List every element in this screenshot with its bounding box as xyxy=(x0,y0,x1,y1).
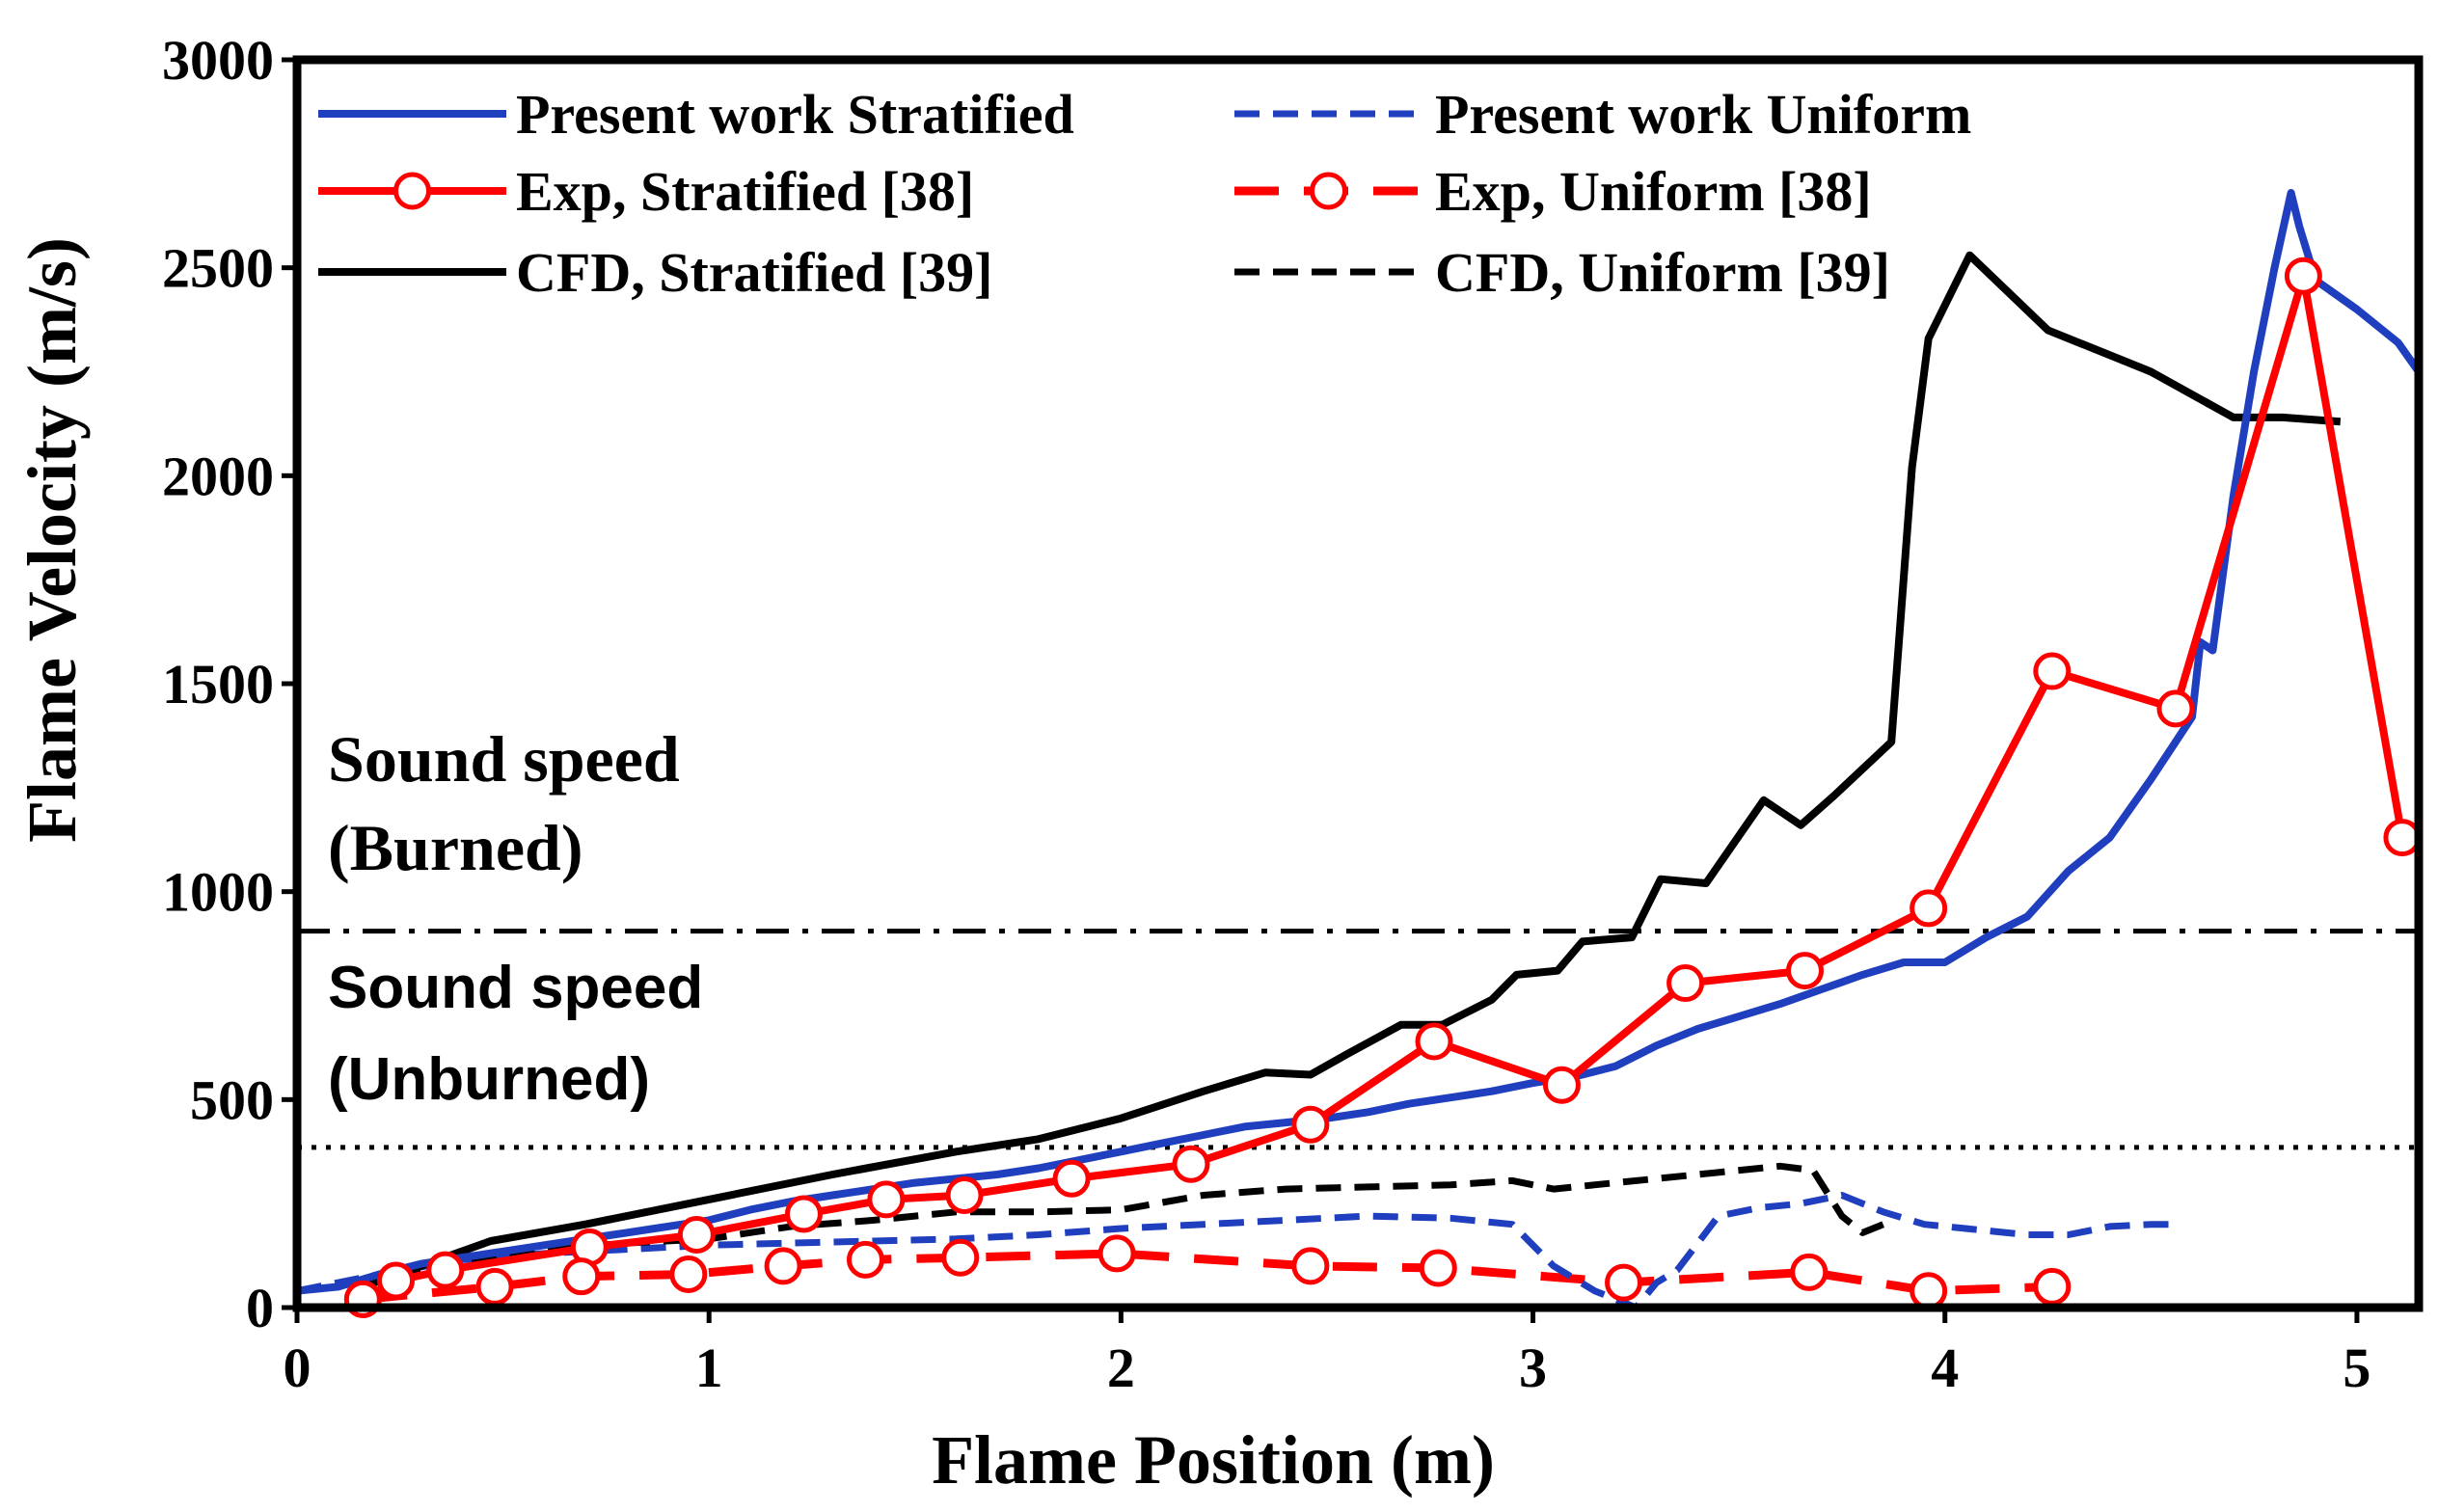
data-point-marker xyxy=(1172,1145,1210,1183)
data-point-marker xyxy=(1291,1247,1330,1285)
x-tick-label: 2 xyxy=(1107,1336,1135,1399)
data-point-marker xyxy=(1910,889,1948,928)
data-point-marker xyxy=(1790,1253,1828,1291)
data-point-marker xyxy=(2033,652,2072,690)
burned-label-line-1: Sound speed xyxy=(328,722,680,796)
legend-label-3: Exp, Uniform [38] xyxy=(1435,160,1872,223)
x-tick-label: 1 xyxy=(695,1336,723,1399)
data-point-marker xyxy=(2156,689,2195,728)
data-point-marker xyxy=(1785,952,1824,990)
data-point-marker xyxy=(1910,1272,1948,1310)
data-point-marker xyxy=(1605,1263,1643,1302)
data-point-marker xyxy=(377,1261,416,1300)
data-point-marker xyxy=(1052,1159,1091,1198)
legend-label-5: CFD, Uniform [39] xyxy=(1435,241,1890,304)
unburned-label-line-1: Sound speed xyxy=(328,955,703,1021)
data-point-marker xyxy=(562,1257,601,1296)
data-point-marker xyxy=(426,1251,465,1289)
x-tick-label: 4 xyxy=(1931,1336,1959,1399)
x-tick-label: 5 xyxy=(2343,1336,2370,1399)
x-tick-label: 3 xyxy=(1519,1336,1547,1399)
data-point-marker xyxy=(1542,1066,1581,1104)
y-tick-label: 500 xyxy=(190,1068,274,1131)
legend-label-0: Present work Stratified xyxy=(516,83,1074,146)
legend-label-1: Present work Uniform xyxy=(1435,83,1971,146)
y-axis-label: Flame Velocity (m/s) xyxy=(14,237,91,843)
burned-label-line-2: (Burned) xyxy=(328,811,582,884)
plot-frame xyxy=(292,55,2424,1312)
data-point-marker xyxy=(669,1255,708,1293)
data-point-marker xyxy=(2284,256,2322,295)
y-tick-label: 2000 xyxy=(162,445,274,507)
data-point-marker xyxy=(2033,1267,2072,1306)
data-point-marker xyxy=(784,1195,823,1233)
series-line-present-work-uniform xyxy=(296,1192,2181,1311)
legend-label-2: Exp, Stratified [38] xyxy=(516,160,974,223)
data-point-marker xyxy=(677,1216,716,1255)
series-markers xyxy=(343,256,2422,1318)
y-tick-label: 0 xyxy=(246,1277,274,1339)
reference-lines xyxy=(297,929,2419,1150)
data-point-marker xyxy=(941,1238,980,1277)
x-axis-label: Flame Position (m) xyxy=(932,1421,1495,1498)
unburned-label-line-2: (Unburned) xyxy=(328,1046,650,1113)
legend-label-4: CFD, Stratified [39] xyxy=(516,241,993,304)
y-tick-label: 2500 xyxy=(162,237,274,300)
x-tick-label: 0 xyxy=(284,1336,312,1399)
data-point-marker xyxy=(1291,1105,1330,1144)
data-point-marker xyxy=(764,1247,802,1285)
data-point-marker xyxy=(475,1267,514,1306)
data-point-marker xyxy=(1666,964,1705,1003)
tick-labels: 0 1 2 3 4 5 0 500 1000 1500 2000 2500 3000 xyxy=(162,29,2370,1399)
data-point-marker xyxy=(1419,1249,1457,1287)
data-point-marker xyxy=(847,1240,885,1279)
y-tick-label: 1000 xyxy=(162,861,274,924)
legend xyxy=(318,110,1422,276)
data-point-marker xyxy=(867,1180,906,1219)
y-tick-label: 1500 xyxy=(162,653,274,716)
y-tick-label: 3000 xyxy=(162,29,274,92)
series-line-cfd-stratified-39 xyxy=(357,251,2342,1291)
data-point-marker xyxy=(945,1176,984,1215)
data-point-marker xyxy=(1097,1234,1136,1273)
legend-swatch-marker xyxy=(1310,172,1347,210)
data-point-marker xyxy=(1415,1022,1453,1061)
legend-swatch-marker xyxy=(393,172,431,210)
data-point-marker xyxy=(2383,819,2422,857)
